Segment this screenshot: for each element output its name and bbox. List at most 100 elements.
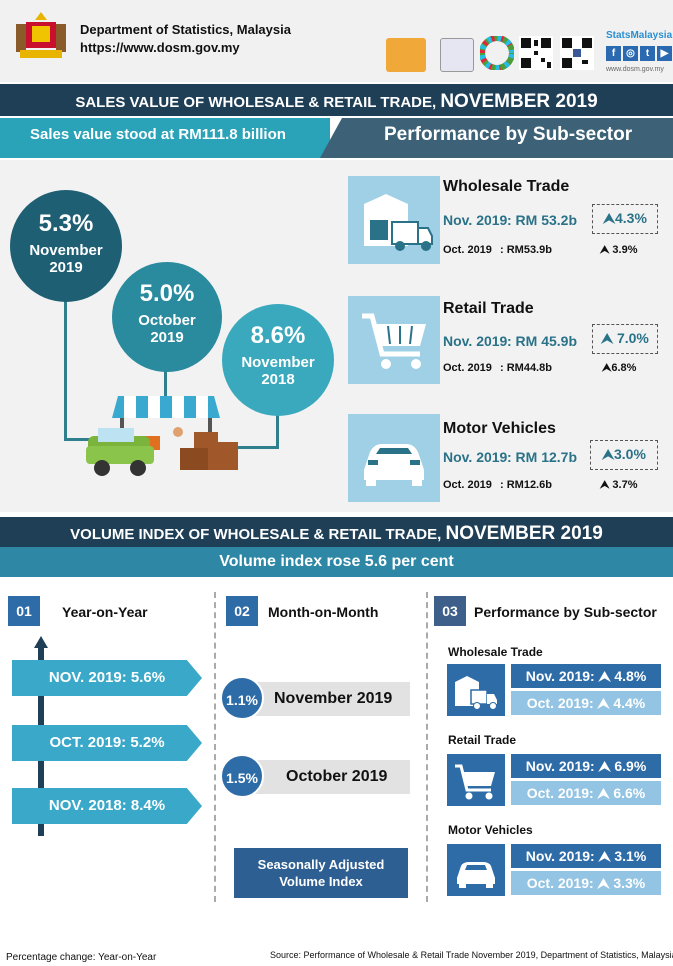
market-stall-illustration (86, 396, 238, 476)
instagram-icon[interactable]: ◎ (623, 46, 638, 61)
volume-headline: Volume index rose 5.6 per cent (219, 553, 454, 570)
nov-label: Nov. 2019 (443, 212, 508, 228)
circle-label: 2019 (49, 259, 83, 276)
sales-banner-title: SALES VALUE OF WHOLESALE & RETAIL TRADE, (75, 94, 441, 111)
section-divider (214, 592, 216, 902)
circle-label: October (138, 312, 196, 329)
youtube-icon[interactable]: ▶ (657, 46, 672, 61)
sa-line1: Seasonally Adjusted (257, 857, 385, 872)
connector-line (276, 408, 279, 448)
oct-label: Oct. 2019 (443, 479, 492, 491)
ps-title: Motor Vehicles (448, 823, 533, 837)
connector-line (64, 290, 67, 440)
nov-growth: 3.0% (613, 446, 646, 462)
ps-icon-panel (447, 664, 505, 716)
wholesale-icon-panel (348, 176, 440, 264)
cart-icon (362, 313, 426, 369)
ps-title: Wholesale Trade (448, 645, 543, 659)
seasonally-adjusted-box: Seasonally Adjusted Volume Index (234, 848, 408, 898)
section-title-yoy: Year-on-Year (62, 604, 148, 620)
connector-line (236, 446, 279, 449)
volume-headline-bar: Volume index rose 5.6 per cent (0, 547, 673, 577)
banci-logo (386, 38, 426, 72)
section-number: 03 (434, 596, 466, 626)
ps-icon-panel (447, 844, 505, 896)
nov-growth: 4.3% (614, 210, 647, 226)
stats-malaysia-label: StatsMalaysia (606, 30, 673, 41)
connector-line (64, 438, 104, 441)
oct-growth: ⮝6.8% (602, 362, 637, 374)
mom-pct: 1.5% (220, 754, 264, 798)
circle-oct-2019: 5.0% October 2019 (112, 262, 222, 372)
volume-banner: VOLUME INDEX OF WHOLESALE & RETAIL TRADE… (0, 517, 673, 547)
circle-label: November (29, 242, 103, 259)
ps-nov: Nov. 2019: ⮝ 4.8% (511, 664, 661, 688)
qr-code-icon (519, 36, 553, 70)
volume-banner-period: NOVEMBER 2019 (445, 523, 603, 544)
connector-line (164, 364, 167, 409)
ps-oct: Oct. 2019: ⮝ 6.6% (511, 781, 661, 805)
sdg-wheel-logo (480, 36, 514, 70)
nov-label: Nov. 2019 (443, 333, 508, 349)
section-number: 01 (8, 596, 40, 626)
footnote: Percentage change: Year-on-Year (6, 952, 157, 963)
yoy-bar: NOV. 2019: 5.6% (12, 660, 202, 696)
truck-icon (364, 194, 433, 251)
car-icon (457, 862, 495, 888)
ps-nov: Nov. 2019: ⮝ 3.1% (511, 844, 661, 868)
facebook-icon[interactable]: f (606, 46, 621, 61)
subsector-title: Retail Trade (443, 300, 534, 317)
oct-label: Oct. 2019 (443, 244, 492, 256)
nov-growth: 7.0% (616, 330, 649, 346)
oct-growth: ⮝ 3.9% (600, 244, 638, 256)
oct-value: : RM12.6b (500, 479, 552, 491)
circle-nov-2018: 8.6% November 2018 (222, 304, 334, 416)
section-title-subsector: Performance by Sub-sector (474, 604, 657, 620)
oct-growth: ⮝ 3.7% (600, 479, 638, 491)
ps-oct: Oct. 2019: ⮝ 4.4% (511, 691, 661, 715)
ps-icon-panel (447, 754, 505, 806)
coat-of-arms-logo (16, 12, 66, 58)
retail-icon-panel (348, 296, 440, 384)
circle-nov-2019: 5.3% November 2019 (10, 190, 122, 302)
circle-pct: 8.6% (250, 322, 306, 349)
sales-banner-period: NOVEMBER 2019 (440, 91, 598, 112)
circle-pct: 5.3% (38, 210, 94, 237)
motor-icon-panel (348, 414, 440, 502)
department-url[interactable]: https://www.dosm.gov.my (80, 40, 240, 55)
header: Department of Statistics, Malaysia https… (0, 0, 673, 82)
truck-icon (455, 676, 497, 710)
subsector-heading-bar (320, 118, 673, 158)
nov-growth-box: ⮝3.0% (590, 440, 658, 470)
section-title-mom: Month-on-Month (268, 604, 379, 620)
department-name: Department of Statistics, Malaysia (80, 22, 291, 37)
nov-value: : RM 12.7b (507, 449, 578, 465)
statistics-day-logo (440, 38, 474, 72)
yoy-bar: OCT. 2019: 5.2% (12, 725, 202, 761)
qr-code-facebook-icon (560, 36, 594, 70)
nov-value: : RM 53.2b (507, 212, 578, 228)
subsector-title: Motor Vehicles (443, 420, 556, 437)
sales-headline-bar (0, 118, 330, 158)
section-number: 02 (226, 596, 258, 626)
sales-headline: Sales value stood at RM111.8 billion (30, 126, 286, 143)
yoy-bar: NOV. 2018: 8.4% (12, 788, 202, 824)
car-icon (364, 444, 424, 486)
nov-value: : RM 45.9b (507, 333, 578, 349)
stats-url[interactable]: www.dosm.gov.my (606, 66, 664, 73)
mom-pct: 1.1% (220, 676, 264, 720)
ps-nov: Nov. 2019: ⮝ 6.9% (511, 754, 661, 778)
subsector-title: Wholesale Trade (443, 178, 570, 195)
circle-label: 2018 (261, 371, 295, 388)
source-note: Source: Performance of Wholesale & Retai… (270, 950, 673, 960)
circle-label: November (241, 354, 315, 371)
ps-title: Retail Trade (448, 733, 517, 747)
circle-label: 2019 (150, 329, 184, 346)
oct-value: : RM53.9b (500, 244, 552, 256)
mom-bar: October 2019 (240, 760, 410, 794)
volume-banner-title: VOLUME INDEX OF WHOLESALE & RETAIL TRADE… (70, 526, 446, 543)
sales-banner: SALES VALUE OF WHOLESALE & RETAIL TRADE,… (0, 84, 673, 116)
twitter-icon[interactable]: t (640, 46, 655, 61)
section-divider (426, 592, 428, 902)
nov-label: Nov. 2019 (443, 449, 508, 465)
